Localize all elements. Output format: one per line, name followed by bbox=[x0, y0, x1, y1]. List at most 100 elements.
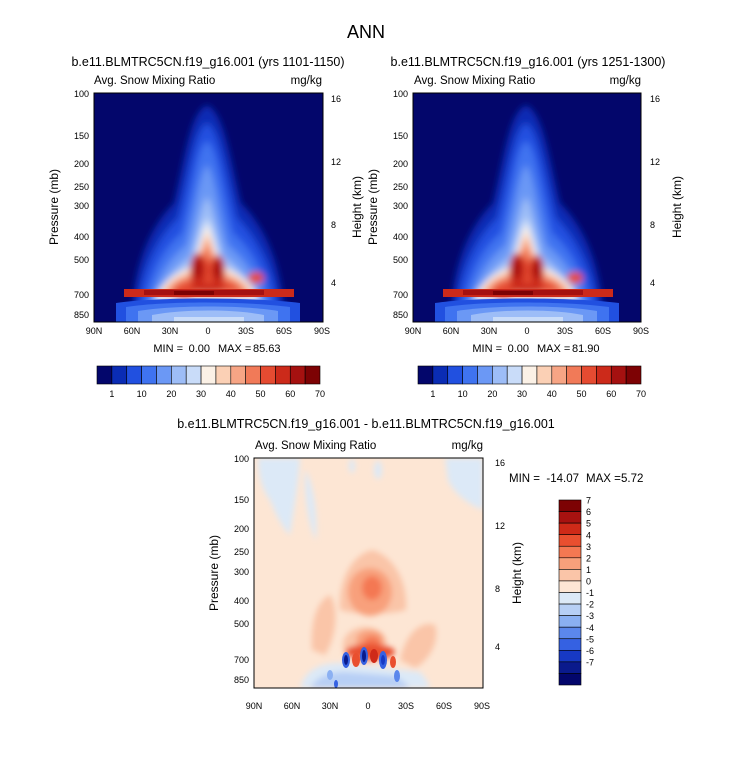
colorbar-swatch bbox=[596, 365, 612, 385]
y-tick-label: 150 bbox=[74, 131, 89, 141]
y-tick-label: 700 bbox=[393, 290, 408, 300]
colorbar-swatch bbox=[566, 365, 582, 385]
colorbar-label: 20 bbox=[487, 389, 497, 399]
panel-c-contours bbox=[254, 458, 483, 688]
colorbar-swatch bbox=[558, 557, 582, 570]
panel-b-x-ticks: 90N 60N 30N 0 30S 60S 90S bbox=[405, 326, 649, 336]
panel-a-contours bbox=[94, 93, 323, 322]
colorbar-swatch bbox=[558, 650, 582, 663]
panel-b-ylabel-right: Height (km) bbox=[670, 176, 684, 238]
colorbar-label: -5 bbox=[586, 634, 594, 644]
colorbar-top-right: 1 10 20 30 40 50 60 70 bbox=[417, 365, 646, 399]
colorbar-label: 0 bbox=[586, 577, 591, 587]
y-right-tick-label: 8 bbox=[650, 220, 655, 230]
y-tick-label: 850 bbox=[74, 310, 89, 320]
x-tick-label: 90S bbox=[314, 326, 330, 336]
colorbar-label: 5 bbox=[586, 519, 591, 529]
y-right-tick-label: 4 bbox=[650, 278, 655, 288]
colorbar-swatch bbox=[260, 365, 276, 385]
panel-c-min-value: -14.07 bbox=[546, 473, 579, 485]
colorbar-swatch bbox=[447, 365, 463, 385]
x-tick-label: 30S bbox=[557, 326, 573, 336]
colorbar-swatch bbox=[558, 534, 582, 547]
panel-b-y-ticks: 100 150 200 250 300 400 500 700 850 bbox=[393, 89, 408, 320]
panel-c-y-ticks: 100 150 200 250 300 400 500 700 850 bbox=[234, 454, 249, 685]
x-tick-label: 30N bbox=[322, 701, 339, 711]
y-tick-label: 200 bbox=[74, 159, 89, 169]
colorbar-label: 40 bbox=[226, 389, 236, 399]
panel-a-max-value: 85.63 bbox=[253, 343, 281, 355]
x-tick-label: 60N bbox=[284, 701, 301, 711]
colorbar-swatch bbox=[417, 365, 434, 385]
x-tick-label: 90N bbox=[405, 326, 422, 336]
colorbar-swatch bbox=[156, 365, 172, 385]
panel-c-title: b.e11.BLMTRC5CN.f19_g16.001 - b.e11.BLMT… bbox=[177, 417, 555, 431]
panel-a-frame bbox=[93, 92, 324, 323]
y-tick-label: 850 bbox=[393, 310, 408, 320]
panel-b-min-value: 0.00 bbox=[508, 343, 529, 355]
panel-b-ylabel: Pressure (mb) bbox=[366, 169, 380, 245]
colorbar-label: 4 bbox=[586, 530, 591, 540]
colorbar-swatch bbox=[275, 365, 291, 385]
panel-a-min-value: 0.00 bbox=[189, 343, 210, 355]
x-tick-label: 30S bbox=[398, 701, 414, 711]
colorbar-label: 70 bbox=[315, 389, 325, 399]
x-tick-label: 60S bbox=[436, 701, 452, 711]
colorbar-label: -7 bbox=[586, 657, 594, 667]
colorbar-swatch bbox=[536, 365, 553, 385]
colorbar-swatch bbox=[304, 365, 321, 385]
y-tick-label: 250 bbox=[74, 182, 89, 192]
y-right-tick-label: 8 bbox=[331, 220, 336, 230]
colorbar-label: -4 bbox=[586, 623, 594, 633]
panel-b-frame bbox=[412, 92, 642, 323]
colorbar-label: 30 bbox=[196, 389, 206, 399]
panel-c-ylabel-right: Height (km) bbox=[510, 542, 524, 604]
panel-a-units: mg/kg bbox=[291, 75, 322, 87]
y-tick-label: 300 bbox=[74, 201, 89, 211]
colorbar-label: 70 bbox=[636, 389, 646, 399]
y-right-tick-label: 4 bbox=[495, 642, 500, 652]
colorbar-swatch bbox=[171, 365, 187, 385]
colorbar-swatch bbox=[558, 615, 582, 628]
panel-b-min-label: MIN = bbox=[472, 343, 502, 355]
colorbar-label: 10 bbox=[137, 389, 147, 399]
y-right-tick-label: 16 bbox=[650, 94, 660, 104]
x-tick-label: 30N bbox=[162, 326, 179, 336]
colorbar-swatch bbox=[462, 365, 478, 385]
colorbar-swatch bbox=[215, 365, 232, 385]
y-tick-label: 250 bbox=[234, 547, 249, 557]
x-tick-label: 90N bbox=[86, 326, 103, 336]
colorbar-label: 60 bbox=[285, 389, 295, 399]
panel-a-x-ticks: 90N 60N 30N 0 30S 60S 90S bbox=[86, 326, 330, 336]
panel-c-y-ticks-right: 16 12 8 4 bbox=[495, 458, 505, 652]
panel-b-y-ticks-right: 16 12 8 4 bbox=[650, 94, 660, 288]
y-tick-label: 100 bbox=[74, 89, 89, 99]
panel-b-title: b.e11.BLMTRC5CN.f19_g16.001 (yrs 1251-13… bbox=[391, 55, 666, 69]
colorbar-swatch bbox=[492, 365, 508, 385]
y-tick-label: 200 bbox=[393, 159, 408, 169]
colorbar-swatch bbox=[558, 545, 582, 559]
panel-b: b.e11.BLMTRC5CN.f19_g16.001 (yrs 1251-13… bbox=[366, 55, 684, 355]
colorbar-label: -2 bbox=[586, 600, 594, 610]
panel-a-y-ticks: 100 150 200 250 300 400 500 700 850 bbox=[74, 89, 89, 320]
x-tick-label: 0 bbox=[524, 326, 529, 336]
x-tick-label: 90N bbox=[246, 701, 263, 711]
panel-c-variable: Avg. Snow Mixing Ratio bbox=[255, 440, 376, 452]
panel-c-max-label: MAX = bbox=[586, 473, 621, 485]
x-tick-label: 90S bbox=[633, 326, 649, 336]
colorbar-label: 1 bbox=[586, 565, 591, 575]
panel-c-min-label: MIN = bbox=[509, 473, 540, 485]
y-tick-label: 400 bbox=[74, 232, 89, 242]
figure-title: ANN bbox=[347, 22, 385, 42]
panel-b-max-value: 81.90 bbox=[572, 343, 600, 355]
x-tick-label: 30N bbox=[481, 326, 498, 336]
colorbar-label: 50 bbox=[577, 389, 587, 399]
colorbar-label: 10 bbox=[458, 389, 468, 399]
y-right-tick-label: 16 bbox=[331, 94, 341, 104]
colorbar-top-left: 1 10 20 30 40 50 60 70 bbox=[96, 365, 325, 399]
y-tick-label: 500 bbox=[74, 255, 89, 265]
colorbar-label: -3 bbox=[586, 611, 594, 621]
colorbar-swatch bbox=[245, 365, 261, 385]
colorbar-swatch bbox=[558, 638, 582, 651]
colorbar-swatch bbox=[558, 569, 582, 582]
